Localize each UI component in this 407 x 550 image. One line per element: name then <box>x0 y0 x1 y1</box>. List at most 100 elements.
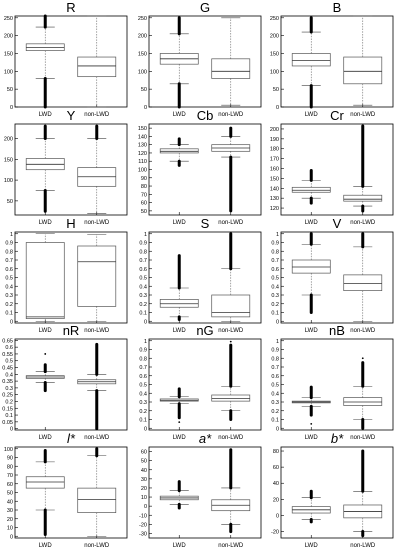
box-lwd <box>291 489 331 524</box>
y-tick-label: 200 <box>4 34 13 40</box>
panel-title: nR <box>63 323 80 338</box>
y-tick-label: 0.5 <box>139 383 147 389</box>
y-tick-label: 0 <box>144 105 147 111</box>
box-non-lwd <box>211 340 251 421</box>
panel-g: G 0 50 100 150 200 250 LWD non-LWD <box>138 0 262 118</box>
box-lwd <box>159 254 199 321</box>
outlier-point <box>44 353 47 355</box>
iqr-box <box>343 56 383 85</box>
iqr-box <box>211 58 251 79</box>
y-tick-label: 150 <box>138 126 147 132</box>
outlier-point <box>310 422 313 425</box>
x-category-label: LWD <box>305 112 319 118</box>
panel-cr: Cr 120 130 140 150 160 170 180 190 200 LWD non-LWD <box>270 108 394 226</box>
panel-title: Cb <box>197 108 214 123</box>
box-non-lwd <box>343 232 383 322</box>
y-tick-label: 110 <box>138 159 147 165</box>
y-tick-label: 1 <box>276 339 279 345</box>
y-tick-label: 0 <box>276 426 279 432</box>
iqr-box <box>25 242 65 319</box>
y-tick-label: 0.4 <box>139 391 147 397</box>
box-lwd <box>291 385 331 425</box>
plot-frame <box>148 446 262 539</box>
plot-frame <box>280 123 394 216</box>
box-non-lwd <box>211 17 251 106</box>
y-tick-label: 0.4 <box>5 372 13 378</box>
y-tick-label: 0.1 <box>139 418 147 424</box>
iqr-box <box>291 186 331 193</box>
iqr-box <box>77 245 117 307</box>
y-tick-label: 0.9 <box>139 241 147 247</box>
y-tick-label: 0 <box>144 319 147 325</box>
y-tick-label: 30 <box>7 508 13 514</box>
y-tick-label: -10 <box>139 513 147 519</box>
y-tick-label: 0.9 <box>271 348 279 354</box>
y-tick-label: 0.2 <box>271 409 279 415</box>
x-category-label: LWD <box>305 328 319 334</box>
y-tick-label: -20 <box>271 530 279 536</box>
panel-title: B <box>333 0 342 15</box>
iqr-box <box>77 487 117 513</box>
iqr-box <box>291 259 331 274</box>
y-tick-label: 0.6 <box>271 374 279 380</box>
y-tick-label: 0.65 <box>2 338 13 344</box>
y-tick-label: 0.1 <box>271 418 279 424</box>
panel-title: G <box>200 0 210 15</box>
x-category-label: LWD <box>39 220 53 226</box>
iqr-box <box>343 274 383 291</box>
y-tick-label: 50 <box>141 209 147 215</box>
y-tick-label: 0.3 <box>271 400 279 406</box>
y-tick-label: 0.5 <box>271 276 279 282</box>
box-non-lwd <box>77 124 117 214</box>
y-tick-label: 60 <box>7 482 13 488</box>
y-tick-label: 20 <box>7 517 13 523</box>
y-tick-label: 0.1 <box>5 311 13 317</box>
box-lwd <box>291 168 331 205</box>
iqr-box <box>211 394 251 402</box>
y-tick-label: 0.6 <box>139 267 147 273</box>
y-tick-label: 50 <box>7 199 13 205</box>
x-category-label: LWD <box>305 220 319 226</box>
y-tick-label: 250 <box>270 16 279 22</box>
box-lwd <box>291 16 331 109</box>
x-category-label: LWD <box>305 543 319 549</box>
y-tick-label: 0.4 <box>271 391 279 397</box>
y-tick-label: 0.8 <box>5 249 13 255</box>
y-tick-label: 0.9 <box>5 241 13 247</box>
y-tick-label: 0.6 <box>5 267 13 273</box>
panel-nb: nB 0 0.1 0.2 0.3 0.4 0.5 0.6 0.7 0.8 0.9 1 LWD non-LW… <box>271 323 394 441</box>
plot-frame <box>280 15 394 108</box>
box-lwd <box>159 480 199 510</box>
y-tick-label: 0.6 <box>5 345 13 351</box>
y-tick-label: 70 <box>7 473 13 479</box>
y-tick-label: 0 <box>10 105 13 111</box>
y-tick-label: 0.2 <box>139 409 147 415</box>
y-tick-label: 0.7 <box>5 258 13 264</box>
y-tick-label: 190 <box>270 137 279 143</box>
panel-s: S 0 0.1 0.2 0.3 0.4 0.5 0.6 0.7 0.8 0.9 1 LWD non-LWD <box>139 216 262 334</box>
outlier-point <box>361 357 364 360</box>
y-tick-label: 0.35 <box>2 379 13 385</box>
y-tick-label: 0.9 <box>271 241 279 247</box>
y-tick-label: 50 <box>141 459 147 465</box>
box-non-lwd <box>211 448 251 534</box>
x-category-label: non-LWD <box>350 328 376 334</box>
y-tick-label: 0.5 <box>5 276 13 282</box>
y-tick-label: 80 <box>141 184 147 190</box>
y-tick-label: 50 <box>141 87 147 93</box>
y-tick-label: 0.3 <box>139 293 147 299</box>
box-non-lwd <box>77 447 117 537</box>
outlier-point <box>229 340 232 343</box>
y-tick-label: 0 <box>144 426 147 432</box>
x-category-label: LWD <box>39 328 53 334</box>
y-tick-label: 0.7 <box>139 258 147 264</box>
x-category-label: non-LWD <box>84 435 110 441</box>
x-category-label: non-LWD <box>84 220 110 226</box>
x-category-label: LWD <box>173 328 187 334</box>
box-non-lwd <box>211 232 251 322</box>
plot-frame <box>148 15 262 108</box>
plot-frame <box>14 123 128 216</box>
panel-title: Y <box>67 108 76 123</box>
y-tick-label: 200 <box>270 34 279 40</box>
box-non-lwd <box>343 124 383 213</box>
